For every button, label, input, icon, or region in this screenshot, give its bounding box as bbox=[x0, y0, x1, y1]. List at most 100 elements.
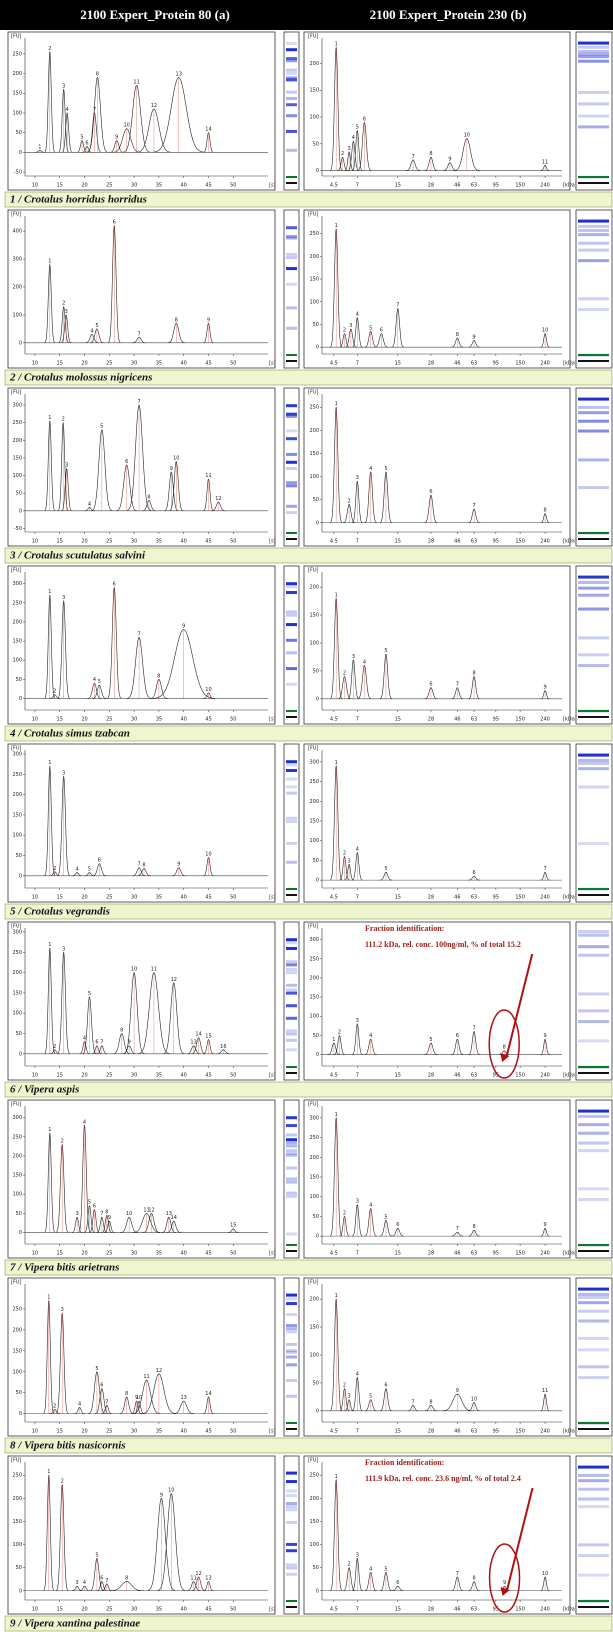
x-tick-label: 63 bbox=[471, 361, 477, 367]
gel-band bbox=[286, 651, 297, 654]
x-tick-label: 95 bbox=[493, 717, 499, 723]
annotation-text: 111.9 kDa, rel. conc. 23.6 ng/ml, % of t… bbox=[365, 1474, 521, 1483]
x-tick-label: 25 bbox=[106, 361, 112, 367]
panel-frame bbox=[304, 744, 570, 902]
peak-label: 11 bbox=[151, 967, 157, 973]
gel-band bbox=[286, 785, 297, 788]
y-tick-label: 250 bbox=[309, 779, 319, 785]
peak-label: 4 bbox=[356, 1371, 359, 1377]
x-unit: [s] bbox=[269, 717, 276, 723]
x-tick-label: 35 bbox=[156, 895, 162, 901]
gel-band bbox=[286, 267, 297, 270]
peak-label: 3 bbox=[348, 146, 351, 152]
y-tick-label: 250 bbox=[12, 1473, 22, 1479]
y-tick-label: 0 bbox=[19, 873, 22, 879]
gel-band bbox=[578, 653, 609, 656]
gel-band bbox=[578, 636, 609, 639]
peak-label: 9 bbox=[207, 317, 210, 323]
x-tick-label: 35 bbox=[156, 361, 162, 367]
peak-label: 2 bbox=[348, 498, 351, 504]
x-tick-label: 15 bbox=[57, 1073, 63, 1079]
gel-band bbox=[578, 125, 609, 128]
x-tick-label: 95 bbox=[493, 1429, 499, 1435]
x-tick-label: 7 bbox=[356, 539, 359, 545]
peak-label: 6 bbox=[429, 682, 432, 688]
peak-label: 13 bbox=[190, 1040, 196, 1046]
peak-label: 1 bbox=[335, 223, 338, 229]
gel-band bbox=[286, 984, 297, 987]
peak-label: 9 bbox=[503, 1580, 506, 1586]
y-tick-label: 150 bbox=[12, 1519, 22, 1525]
peak-label: 6 bbox=[113, 581, 116, 587]
peak-label: 2 bbox=[343, 1383, 346, 1389]
peak-label: 5 bbox=[95, 1552, 98, 1558]
y-unit: [FU] bbox=[308, 1280, 318, 1286]
peak-label: 4 bbox=[369, 466, 372, 472]
x-tick-label: 95 bbox=[493, 361, 499, 367]
gel-band bbox=[578, 1296, 609, 1299]
lane-marker bbox=[578, 532, 609, 534]
panel-frame bbox=[304, 1278, 570, 1436]
x-tick-label: 30 bbox=[131, 1251, 137, 1257]
peak-label: 4 bbox=[83, 1119, 86, 1125]
y-unit: [FU] bbox=[308, 568, 318, 574]
lane-marker bbox=[578, 1422, 609, 1424]
x-tick-label: 4.5 bbox=[330, 717, 338, 723]
x-unit: [s] bbox=[269, 1429, 276, 1435]
peak-label: 15 bbox=[230, 1223, 236, 1229]
gel-lane bbox=[284, 32, 299, 190]
y-tick-label: 250 bbox=[309, 405, 319, 411]
gel-band bbox=[286, 415, 297, 418]
peak-label: 2 bbox=[53, 1044, 56, 1050]
peak-label: 9 bbox=[543, 684, 546, 690]
x-tick-label: 46 bbox=[454, 1429, 460, 1435]
y-tick-label: 0 bbox=[316, 1234, 319, 1240]
peak-label: 7 bbox=[472, 503, 475, 509]
gel-band bbox=[286, 226, 297, 229]
gel-band bbox=[286, 1573, 297, 1576]
y-tick-label: 150 bbox=[12, 990, 22, 996]
y-unit: [FU] bbox=[308, 390, 318, 396]
x-tick-label: 45 bbox=[205, 1429, 211, 1435]
x-tick-label: 45 bbox=[205, 183, 211, 189]
y-tick-label: 50 bbox=[313, 322, 319, 328]
peak-label: 7 bbox=[100, 1040, 103, 1046]
gel-band bbox=[286, 72, 297, 75]
panel-frame bbox=[8, 1456, 275, 1614]
lane-marker bbox=[286, 1428, 297, 1430]
x-tick-label: 63 bbox=[471, 717, 477, 723]
y-tick-label: 100 bbox=[12, 1011, 22, 1017]
lane-marker bbox=[286, 1600, 297, 1602]
x-tick-label: 35 bbox=[156, 717, 162, 723]
y-tick-label: 200 bbox=[12, 619, 22, 625]
peak-label: 11 bbox=[205, 473, 211, 479]
y-tick-label: 100 bbox=[12, 833, 22, 839]
peak-label: 8 bbox=[175, 317, 178, 323]
gel-lane bbox=[284, 744, 299, 902]
peak-label: 3 bbox=[62, 83, 65, 89]
x-tick-label: 95 bbox=[493, 1251, 499, 1257]
peak-label: 5 bbox=[100, 424, 103, 430]
peak-label: 8 bbox=[147, 494, 150, 500]
gel-band bbox=[286, 1356, 297, 1359]
gel-band bbox=[578, 1123, 609, 1126]
x-tick-label: 25 bbox=[106, 183, 112, 189]
peak-label: 5 bbox=[88, 991, 91, 997]
lane-marker bbox=[578, 1072, 609, 1074]
peak-label: 13 bbox=[181, 1395, 187, 1401]
peak-label: 6 bbox=[113, 220, 116, 226]
y-tick-label: 0 bbox=[316, 878, 319, 884]
gel-band bbox=[578, 1020, 609, 1023]
x-unit: [kDa] bbox=[563, 1251, 577, 1257]
peak-label: 1 bbox=[48, 942, 51, 948]
gel-band bbox=[578, 1187, 609, 1190]
gel-band bbox=[286, 91, 297, 94]
gel-band bbox=[286, 484, 297, 487]
x-tick-label: 10 bbox=[32, 1251, 38, 1257]
x-tick-label: 20 bbox=[81, 539, 87, 545]
label-bar bbox=[5, 1082, 612, 1097]
x-tick-label: 28 bbox=[428, 895, 434, 901]
gel-band bbox=[578, 1149, 609, 1152]
peak-label: 2 bbox=[53, 689, 56, 695]
peak-label: 15 bbox=[205, 1034, 211, 1040]
